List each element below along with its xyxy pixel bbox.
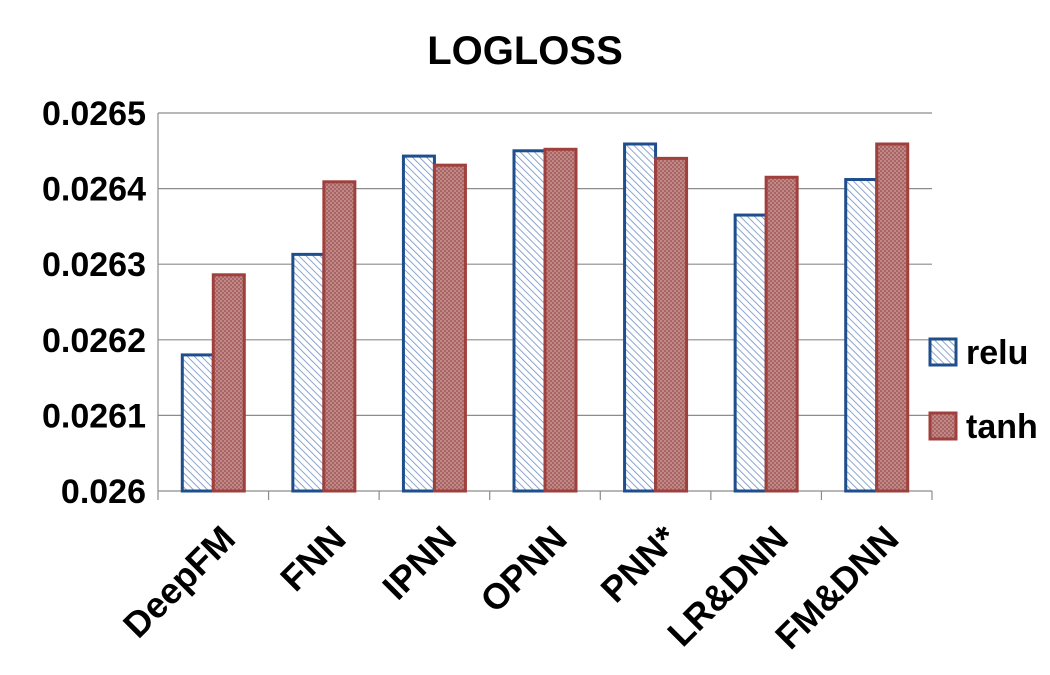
y-tick-label: 0.026 — [61, 473, 146, 511]
bar-relu-lr-dnn — [733, 213, 768, 493]
bar-tanh-pnn- — [654, 156, 689, 493]
bar-tanh-fm-dnn — [875, 142, 910, 493]
y-tick-label: 0.0263 — [42, 246, 146, 284]
bar-relu-fnn — [291, 252, 326, 493]
bar-tanh-fnn — [322, 180, 357, 493]
y-tick-label: 0.0262 — [42, 322, 146, 360]
x-tick-label: FNN — [272, 518, 353, 599]
legend-swatch-tanh — [928, 411, 958, 441]
bar-relu-opnn — [512, 149, 547, 493]
x-tick-label: OPNN — [472, 518, 575, 621]
legend-swatch-relu — [928, 337, 958, 367]
bar-tanh-lr-dnn — [764, 175, 799, 493]
legend: relu tanh — [928, 334, 1038, 446]
y-axis-tick-labels: 0.026 0.0261 0.0262 0.0263 0.0264 0.0265 — [42, 95, 146, 511]
bar-relu-ipnn — [401, 154, 436, 493]
chart-title: LOGLOSS — [427, 29, 623, 73]
x-tick-label: FM&DNN — [767, 518, 906, 657]
bar-relu-pnn- — [623, 142, 658, 493]
bar-relu-fm-dnn — [844, 178, 879, 493]
y-tick-label: 0.0261 — [42, 397, 146, 435]
legend-label-relu: relu — [966, 334, 1028, 372]
x-tick-label: IPNN — [374, 518, 464, 608]
bar-tanh-deepfm — [211, 273, 246, 493]
bar-relu-deepfm — [180, 353, 215, 493]
bars — [180, 142, 910, 493]
bar-tanh-opnn — [543, 147, 578, 493]
y-tick-label: 0.0265 — [42, 95, 146, 133]
y-tick-label: 0.0264 — [42, 171, 146, 209]
x-tick-label: PNN* — [593, 518, 686, 611]
legend-label-tanh: tanh — [966, 408, 1038, 446]
x-tick-label: DeepFM — [115, 518, 243, 646]
bar-tanh-ipnn — [432, 163, 467, 493]
